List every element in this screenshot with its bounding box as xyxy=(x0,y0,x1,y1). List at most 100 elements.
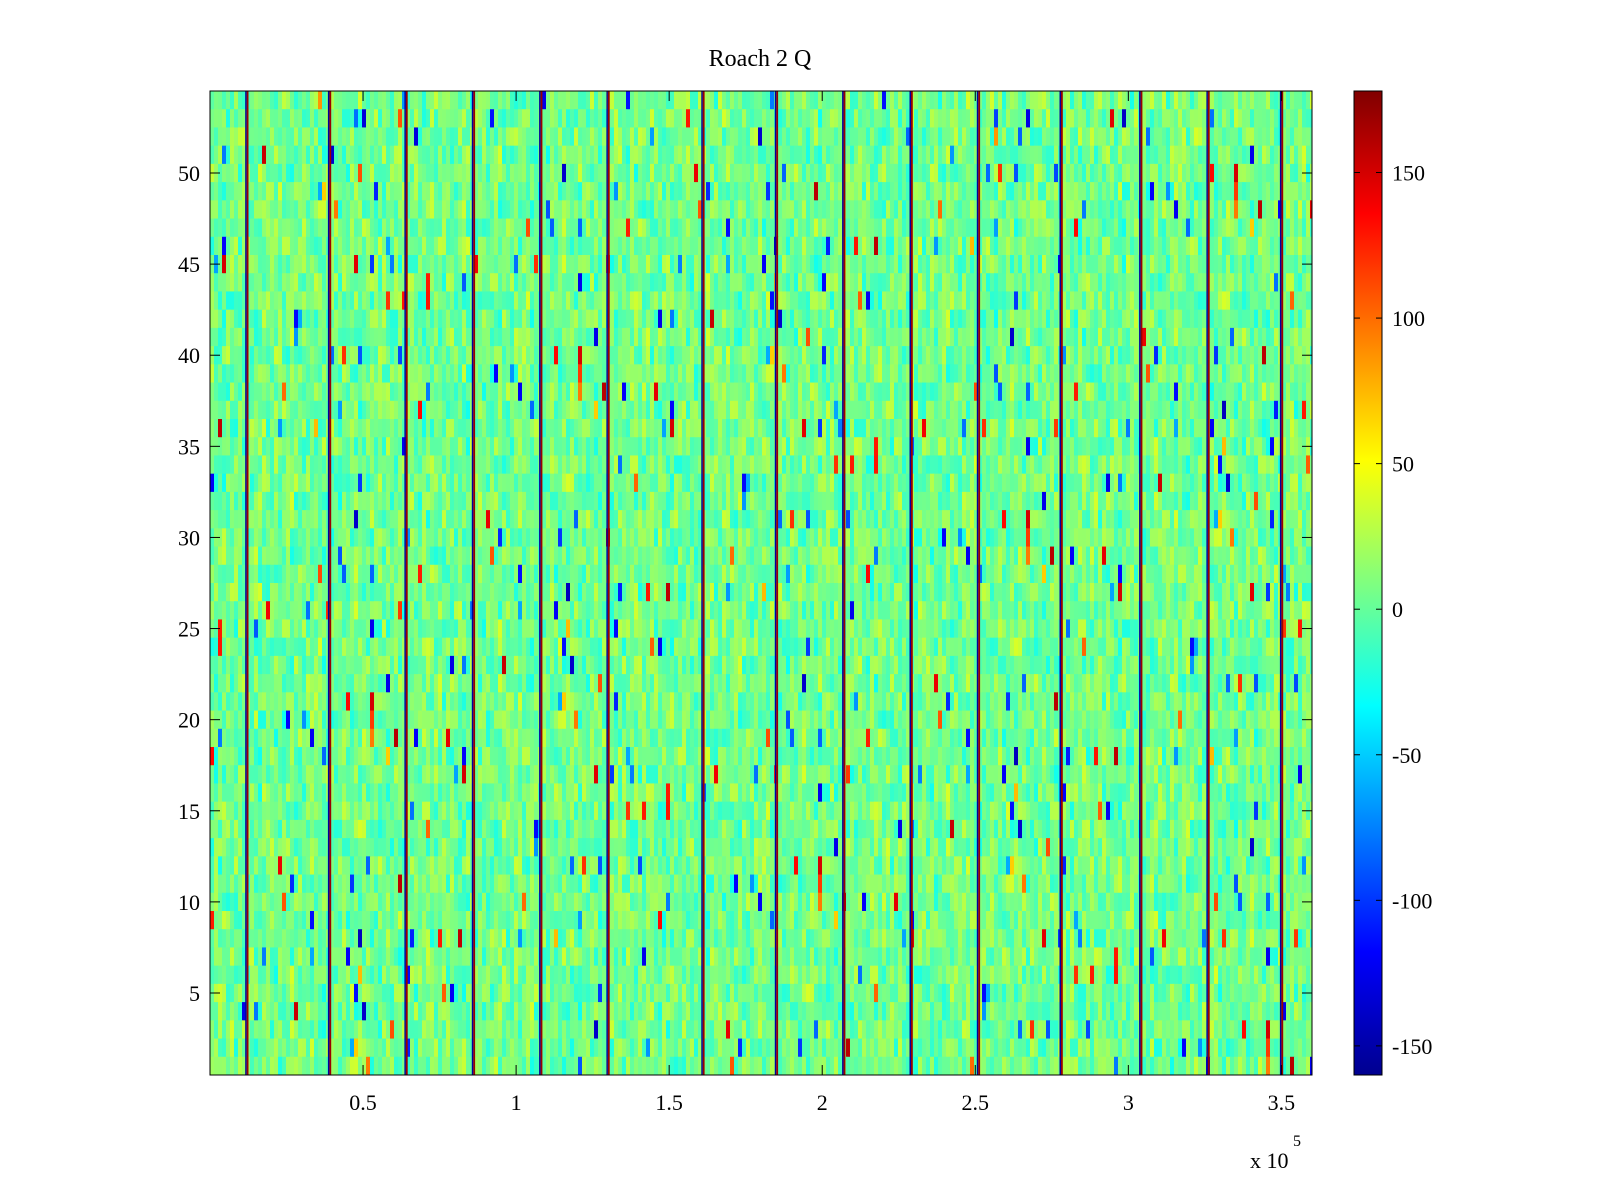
heatmap-cell xyxy=(342,200,347,220)
heatmap-cell xyxy=(1226,236,1231,256)
heatmap-cell xyxy=(222,291,227,311)
heatmap-cell xyxy=(378,309,383,329)
heatmap-cell xyxy=(346,182,351,201)
heatmap-cell xyxy=(594,145,599,165)
heatmap-cell xyxy=(242,327,247,347)
heatmap-cell xyxy=(1190,364,1195,384)
heatmap-cell xyxy=(742,291,747,311)
heatmap-cell xyxy=(402,182,407,201)
heatmap-cell xyxy=(846,364,851,384)
heatmap-cell xyxy=(1178,327,1183,347)
heatmap-cell xyxy=(1118,400,1123,420)
heatmap-cell xyxy=(510,382,515,402)
heatmap-cell xyxy=(686,273,691,292)
heatmap-cell xyxy=(230,109,235,128)
heatmap-cell xyxy=(1062,327,1067,347)
heatmap-cell xyxy=(526,255,531,274)
heatmap-cell xyxy=(614,109,619,128)
heatmap-cell xyxy=(354,200,359,220)
heatmap-cell xyxy=(1006,382,1011,402)
heatmap-cell xyxy=(666,200,671,220)
heatmap-cell xyxy=(682,291,687,311)
heatmap-cell xyxy=(766,364,771,384)
heatmap-cell xyxy=(1014,200,1019,220)
heatmap-cell xyxy=(514,273,519,292)
heatmap-cell xyxy=(614,163,619,183)
heatmap-cell xyxy=(1118,182,1123,201)
heatmap-cell xyxy=(1090,291,1095,311)
heatmap-cell xyxy=(986,218,991,238)
heatmap-cell xyxy=(766,327,771,347)
heatmap-cell xyxy=(678,400,683,420)
heatmap-cell xyxy=(426,273,431,292)
heatmap-cell xyxy=(710,382,715,402)
heatmap-cell xyxy=(442,309,447,329)
heatmap-cell xyxy=(798,400,803,420)
heatmap-cell xyxy=(1114,163,1119,183)
heatmap-cell xyxy=(1198,109,1203,128)
heatmap-cell xyxy=(578,364,583,384)
heatmap-cell xyxy=(1198,273,1203,292)
heatmap-cell xyxy=(690,200,695,220)
heatmap-cell xyxy=(1066,309,1071,329)
heatmap-cell xyxy=(426,327,431,347)
heatmap-cell xyxy=(1162,163,1167,183)
heatmap-cell xyxy=(1186,364,1191,384)
heatmap-cell xyxy=(862,364,867,384)
heatmap-cell xyxy=(1254,145,1259,165)
heatmap-cell xyxy=(1010,273,1015,292)
heatmap-cell xyxy=(1222,327,1227,347)
heatmap-cell xyxy=(382,382,387,402)
heatmap-cell xyxy=(1258,273,1263,292)
heatmap-cell xyxy=(874,218,879,238)
heatmap-cell xyxy=(550,127,555,147)
heatmap-cell xyxy=(986,327,991,347)
heatmap-cell xyxy=(214,109,219,128)
heatmap-cell xyxy=(586,182,591,201)
heatmap-cell xyxy=(278,255,283,274)
heatmap-cell xyxy=(1254,109,1259,128)
heatmap-cell xyxy=(590,91,595,110)
heatmap-cell xyxy=(438,145,443,165)
heatmap-cell xyxy=(534,309,539,329)
heatmap-cell xyxy=(1062,273,1067,292)
heatmap-cell xyxy=(742,273,747,292)
heatmap-cell xyxy=(1150,236,1155,256)
heatmap-cell xyxy=(894,309,899,329)
heatmap-cell xyxy=(1078,127,1083,147)
heatmap-cell xyxy=(494,364,499,384)
heatmap-cell xyxy=(958,127,963,147)
heatmap-cell xyxy=(1082,91,1087,110)
heatmap-cell xyxy=(978,255,983,274)
heatmap-cell xyxy=(1142,127,1147,147)
heatmap-cell xyxy=(646,346,651,365)
heatmap-cell xyxy=(794,182,799,201)
heatmap-cell xyxy=(1042,364,1047,384)
heatmap-cell xyxy=(494,255,499,274)
heatmap-cell xyxy=(1274,200,1279,220)
heatmap-cell xyxy=(658,109,663,128)
heatmap-cell xyxy=(706,400,711,420)
heatmap-cell xyxy=(694,364,699,384)
heatmap-cell xyxy=(1042,182,1047,201)
heatmap-cell xyxy=(730,200,735,220)
heatmap-cell xyxy=(234,200,239,220)
heatmap-cell xyxy=(578,291,583,311)
heatmap-cell xyxy=(786,127,791,147)
heatmap-cell xyxy=(658,346,663,365)
heatmap-cell xyxy=(534,364,539,384)
heatmap-cell xyxy=(1070,127,1075,147)
heatmap-cell xyxy=(1174,200,1179,220)
heatmap-cell xyxy=(730,182,735,201)
heatmap-cell xyxy=(410,127,415,147)
heatmap-cell xyxy=(514,382,519,402)
heatmap-cell xyxy=(1190,200,1195,220)
heatmap-cell xyxy=(706,327,711,347)
heatmap-cell xyxy=(1238,364,1243,384)
heatmap-cell xyxy=(554,309,559,329)
heatmap-cell xyxy=(1218,327,1223,347)
heatmap-cell xyxy=(462,273,467,292)
heatmap-cell xyxy=(514,400,519,420)
heatmap-cell xyxy=(598,109,603,128)
heatmap-cell xyxy=(890,218,895,238)
